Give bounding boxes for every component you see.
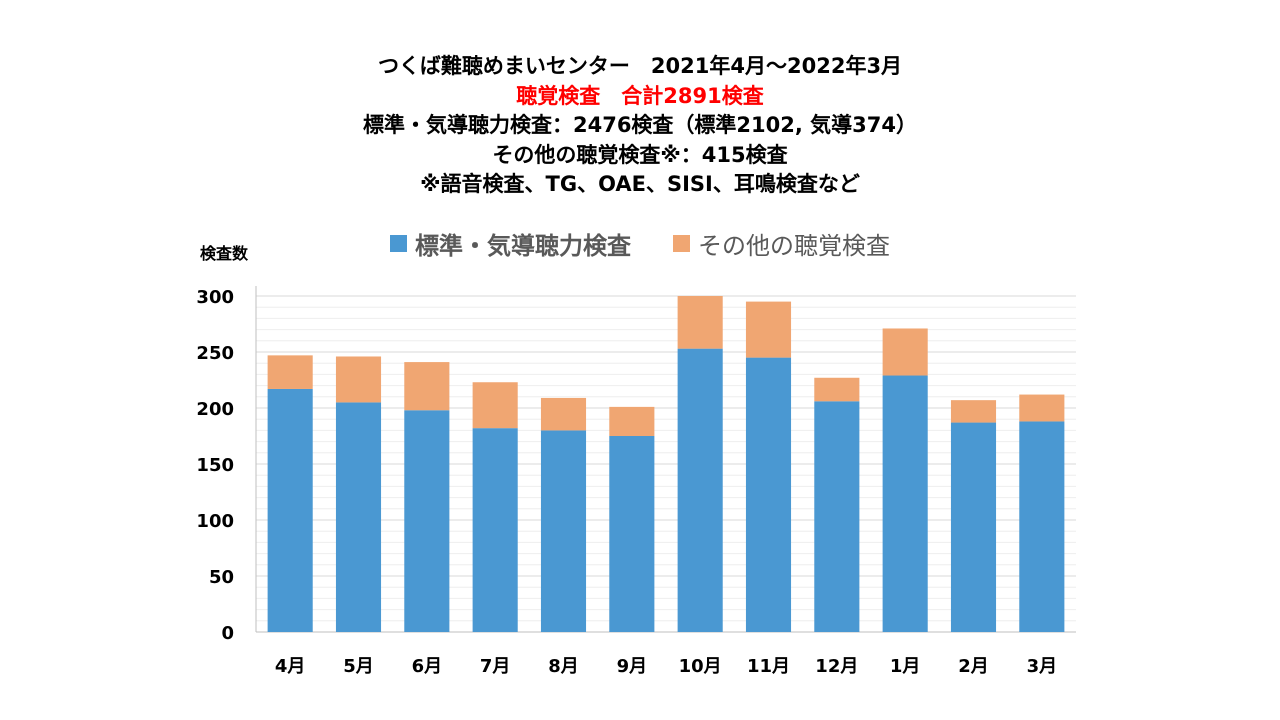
x-tick-label: 5月	[343, 656, 374, 677]
x-tick-label: 10月	[679, 656, 722, 677]
x-tick-label: 8月	[548, 656, 579, 677]
x-tick-label: 7月	[480, 656, 511, 677]
chart-title: つくば難聴めまいセンター 2021年4月～2022年3月	[377, 54, 903, 78]
bar-standard	[267, 388, 313, 632]
y-tick-label: 0	[221, 623, 234, 644]
legend-swatch-standard	[390, 235, 407, 252]
bar-other	[950, 400, 997, 423]
bar-other	[1019, 394, 1065, 422]
bar-standard	[472, 428, 518, 632]
y-tick-label: 150	[196, 455, 234, 476]
bar-other	[677, 296, 723, 349]
y-tick-label: 50	[209, 567, 234, 588]
chart-legend: 標準・気導聴力検査 その他の聴覚検査	[0, 226, 1280, 261]
legend-item-other: その他の聴覚検査	[673, 226, 890, 261]
bar-other	[472, 382, 518, 429]
y-tick-label: 200	[196, 399, 234, 420]
bar-other	[745, 301, 792, 358]
x-tick-label: 12月	[815, 656, 858, 677]
bar-standard	[882, 375, 928, 632]
bar-standard	[335, 402, 382, 632]
bar-standard	[814, 401, 860, 632]
x-tick-label: 4月	[275, 656, 306, 677]
bar-other	[335, 356, 382, 403]
bar-other	[540, 397, 587, 431]
x-tick-label: 1月	[890, 656, 921, 677]
y-axis-title: 検査数	[200, 244, 249, 263]
y-tick-label: 300	[196, 287, 234, 308]
bar-standard	[404, 410, 450, 632]
bar-other	[814, 377, 860, 402]
bar-standard	[745, 357, 792, 632]
chart-subtitle-note: ※語音検査、TG、OAE、SISI、耳鳴検査など	[420, 172, 860, 196]
x-tick-label: 9月	[617, 656, 648, 677]
legend-label-other: その他の聴覚検査	[698, 232, 890, 260]
chart-subtitle-total: 聴覚検査 合計2891検査	[516, 83, 764, 108]
legend-item-standard: 標準・気導聴力検査	[390, 226, 631, 261]
x-tick-label: 3月	[1027, 656, 1058, 677]
legend-swatch-other	[673, 235, 690, 252]
x-tick-label: 2月	[958, 656, 989, 677]
bar-other	[267, 355, 313, 389]
bar-standard	[1019, 421, 1065, 632]
x-tick-label: 6月	[412, 656, 443, 677]
bar-other	[609, 406, 655, 436]
y-tick-label: 250	[196, 343, 234, 364]
bar-standard	[540, 430, 587, 632]
x-tick-label: 11月	[747, 656, 790, 677]
bar-standard	[950, 422, 997, 632]
y-tick-label: 100	[196, 511, 234, 532]
bar-standard	[609, 436, 655, 632]
chart-subtitle-standard: 標準・気導聴力検査：2476検査（標準2102, 気導374）	[362, 113, 918, 137]
bar-other	[882, 328, 928, 376]
chart-title-block: つくば難聴めまいセンター 2021年4月～2022年3月 聴覚検査 合計2891…	[0, 52, 1280, 200]
legend-label-standard: 標準・気導聴力検査	[415, 232, 631, 260]
bar-other	[404, 362, 450, 411]
chart-subtitle-other: その他の聴覚検査※：415検査	[492, 142, 788, 167]
bar-standard	[677, 348, 723, 632]
